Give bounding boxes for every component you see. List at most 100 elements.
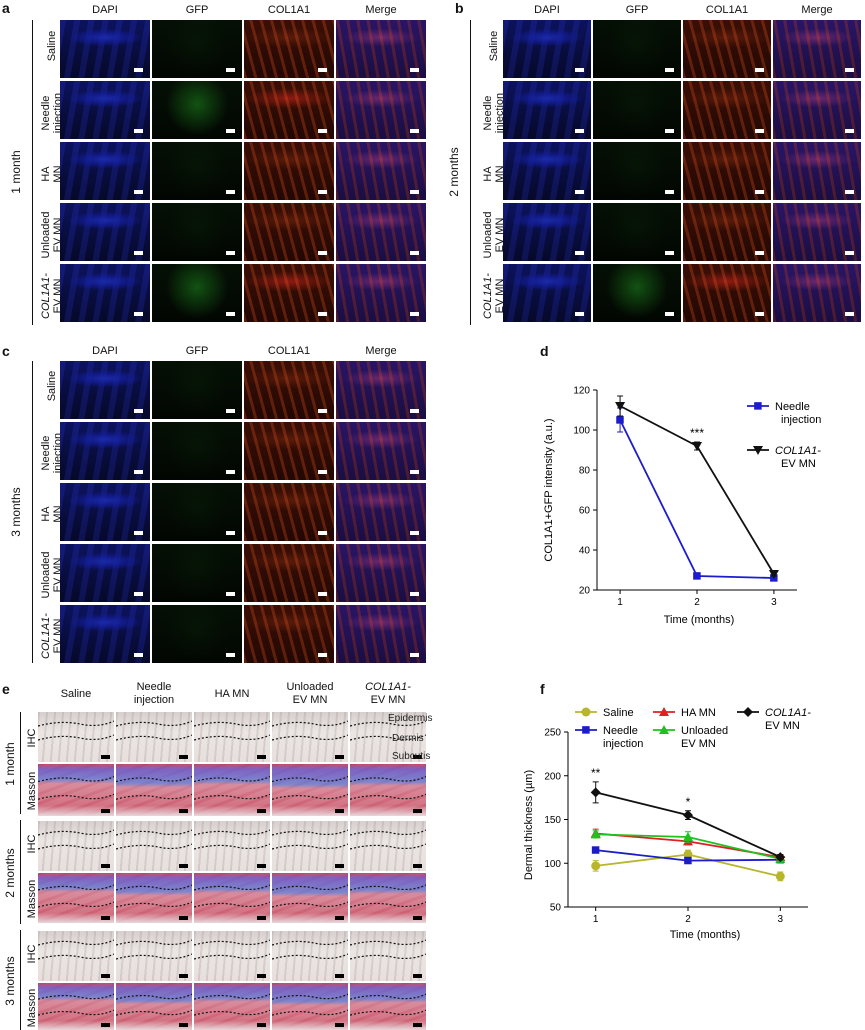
layer-boundary [194, 1009, 270, 1016]
col-header-merge: Merge [365, 345, 397, 357]
scale-bar [226, 68, 235, 72]
micrograph-tile [773, 203, 861, 261]
scale-bar [134, 129, 143, 133]
micrograph-tile [60, 483, 150, 541]
layer-boundary [38, 776, 114, 783]
layer-boundary [38, 843, 114, 850]
scale-bar [134, 312, 143, 316]
col-header-col1a1: COL1A1- EV MN [365, 681, 411, 706]
layer-boundary [116, 993, 192, 1000]
legend-label: Needle [603, 725, 638, 737]
layer-boundary [116, 939, 192, 946]
scale-bar [665, 312, 674, 316]
layer-boundary [38, 953, 114, 960]
scale-bar [318, 190, 327, 194]
masson-tile [116, 764, 192, 816]
layer-boundary [272, 829, 348, 836]
group-label-1-month: 1 month [3, 742, 17, 786]
scale-bar [410, 68, 419, 72]
data-point [692, 442, 702, 451]
scale-bar [101, 864, 110, 868]
scale-bar [134, 592, 143, 596]
legend-label: Needle [775, 401, 810, 413]
data-point [743, 707, 753, 717]
scale-bar [226, 653, 235, 657]
row-label-saline: Saline [46, 370, 58, 402]
data-point [615, 402, 626, 411]
scale-bar [318, 251, 327, 255]
ihc-tile [350, 931, 426, 981]
masson-tile [350, 873, 426, 923]
row-label-saline: Saline [46, 30, 58, 62]
scale-bar [413, 1023, 422, 1027]
micrograph-tile [60, 81, 150, 139]
y-axis-label: COL1A1+GFP intensity (a.u.) [543, 418, 555, 561]
masson-tile [194, 983, 270, 1030]
layer-boundary [194, 793, 270, 800]
scale-bar [226, 409, 235, 413]
layer-boundary [350, 793, 426, 800]
data-point [683, 832, 693, 841]
scale-bar [845, 190, 854, 194]
data-point [581, 707, 591, 717]
panel-label-b: b [455, 0, 464, 16]
micrograph-tile [503, 81, 591, 139]
legend-label: EV MN [681, 738, 716, 750]
micrograph-tile [60, 264, 150, 322]
significance-marker: ** [591, 766, 601, 780]
y-tick-label: 250 [544, 728, 561, 739]
scale-bar [101, 1023, 110, 1027]
scale-bar [318, 409, 327, 413]
micrograph-tile [152, 605, 242, 663]
micrograph-tile [336, 81, 426, 139]
masson-tile [350, 983, 426, 1030]
panel-label-c: c [2, 343, 10, 359]
ihc-tile [272, 821, 348, 871]
x-tick-label: 1 [593, 914, 599, 925]
scale-bar [134, 531, 143, 535]
micrograph-tile [152, 142, 242, 200]
col-header-col1a1: COL1A1 [705, 4, 749, 16]
ihc-tile [116, 821, 192, 871]
layer-boundary [272, 953, 348, 960]
layer-boundary [194, 939, 270, 946]
layer-boundary [116, 720, 192, 727]
col-header-needle: Needle injection [133, 681, 175, 706]
layer-boundary [350, 843, 426, 850]
data-point [659, 707, 669, 716]
scale-bar [318, 312, 327, 316]
micrograph-tile [244, 544, 334, 602]
scale-bar [179, 755, 188, 759]
col-header-gfp: GFP [185, 4, 209, 16]
layer-boundary [272, 884, 348, 891]
ihc-tile [272, 712, 348, 762]
micrograph-tile [244, 605, 334, 663]
micrograph-tile [593, 81, 681, 139]
masson-tile [272, 983, 348, 1030]
data-point [683, 850, 693, 859]
scale-bar [257, 809, 266, 813]
scale-bar [845, 129, 854, 133]
micrograph-tile [593, 203, 681, 261]
micrograph-tile [336, 264, 426, 322]
layer-boundary [38, 829, 114, 836]
ihc-tile [272, 931, 348, 981]
scale-bar [101, 974, 110, 978]
micrograph-tile [683, 142, 771, 200]
layer-boundary [350, 939, 426, 946]
micrograph-tile [503, 20, 591, 78]
y-tick-label: 50 [550, 903, 562, 914]
scale-bar [179, 864, 188, 868]
scale-bar [257, 974, 266, 978]
data-point [591, 846, 600, 854]
layer-label-subcutis: Subcutis [392, 751, 431, 762]
scale-bar [575, 251, 584, 255]
data-point [590, 787, 601, 798]
y-tick-label: 40 [579, 546, 591, 557]
micrograph-tile [503, 203, 591, 261]
micrograph-tile [60, 605, 150, 663]
scale-bar [410, 531, 419, 535]
layer-boundary [194, 734, 270, 741]
micrograph-tile [152, 81, 242, 139]
layer-boundary [272, 734, 348, 741]
